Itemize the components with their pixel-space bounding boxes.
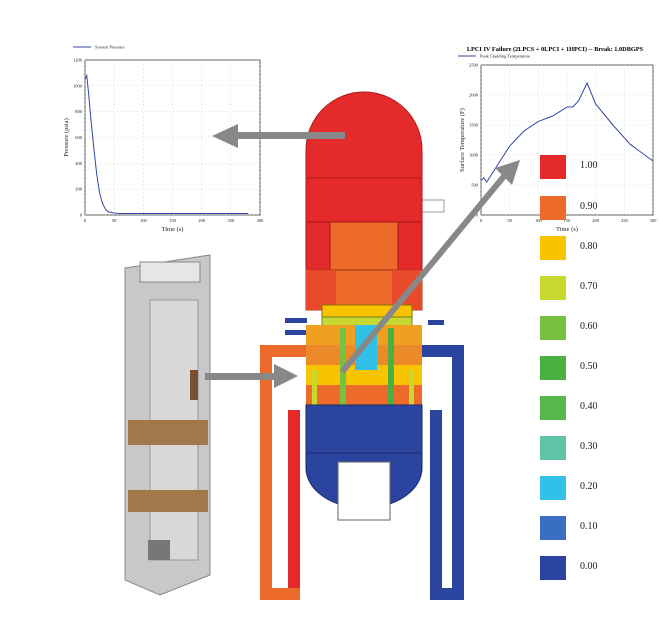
y-tick-label: 500: [471, 183, 479, 188]
legend-swatch: [540, 236, 566, 260]
x-tick-label: 250: [227, 218, 235, 223]
legend-label: 0.50: [580, 361, 598, 372]
y-axis-label: Surface Temperature (F): [459, 108, 466, 172]
legend-swatch: [540, 516, 566, 540]
legend-label: 0.60: [580, 321, 598, 332]
x-tick-label: 0: [84, 218, 87, 223]
legend-label: 1.00: [580, 160, 598, 171]
y-tick-label: 1200: [73, 58, 83, 63]
y-tick-label: 600: [75, 135, 83, 140]
legend-swatch: [540, 155, 566, 179]
legend-swatch: [540, 396, 566, 420]
arrow-from-fuel: [205, 364, 298, 388]
temperature-chart-svg: 0 50 100 150 200 250 300 0 500 1000 1500 2000 2500 Ti…: [458, 46, 658, 233]
steam-outlet: [419, 199, 445, 213]
vessel-lower-plenum: [305, 404, 423, 521]
legend-swatch: [540, 436, 566, 460]
legend-label: 0.20: [580, 481, 598, 492]
x-tick-label: 300: [257, 218, 265, 223]
arrow-to-pressure-chart: [212, 124, 345, 148]
legend-label: 0.10: [580, 521, 598, 532]
x-tick-label: 0: [480, 218, 483, 223]
x-tick-label: 250: [621, 218, 629, 223]
x-axis-label: Time (s): [556, 226, 578, 233]
x-tick-label: 200: [198, 218, 206, 223]
x-axis-label: Time (s): [162, 226, 184, 233]
x-tick-label: 150: [169, 218, 177, 223]
nozzle-left-lower: [285, 330, 307, 335]
legend-label: 0.80: [580, 241, 598, 252]
legend-label: System Pressure: [95, 45, 125, 50]
y-tick-label: 800: [75, 109, 83, 114]
recirculation-loop-left: [260, 345, 310, 600]
legend-label: Peak Cladding Temperature: [480, 54, 530, 59]
fuel-assembly-illustration: [124, 254, 211, 596]
series-line: [84, 73, 249, 214]
x-tick-label: 300: [650, 218, 658, 223]
legend-swatch: [540, 276, 566, 300]
recirculation-loop-right: [415, 345, 464, 600]
legend-label: 0.00: [580, 561, 598, 572]
y-tick-label: 0: [476, 213, 479, 218]
y-tick-label: 400: [75, 161, 83, 166]
y-tick-label: 1500: [469, 123, 479, 128]
legend-label: 0.40: [580, 401, 598, 412]
y-tick-label: 200: [75, 187, 83, 192]
y-axis-label: Pressure (psia): [63, 118, 70, 156]
y-tick-label: 0: [80, 213, 83, 218]
x-tick-label: 100: [535, 218, 543, 223]
legend-label: 0.70: [580, 281, 598, 292]
y-tick-label: 2500: [469, 63, 479, 68]
arrow-to-temperature-chart: [339, 160, 520, 374]
x-tick-label: 200: [592, 218, 600, 223]
legend-swatch: [540, 556, 566, 580]
y-tick-label: 1000: [469, 153, 479, 158]
legend-label: 0.90: [580, 201, 598, 212]
vessel-upper-region: [305, 221, 423, 311]
nozzle-left-upper: [285, 318, 307, 323]
x-tick-label: 150: [564, 218, 572, 223]
nozzle-right-upper: [428, 320, 444, 325]
legend-swatch: [540, 196, 566, 220]
chart-title: LPCI IV Failure (2LPCS + 0LPCI + 1HPCI) …: [467, 46, 644, 53]
legend-swatch: [540, 316, 566, 340]
legend-swatch: [540, 356, 566, 380]
series-line: [480, 81, 654, 183]
legend-label: 0.30: [580, 441, 598, 452]
legend-swatch: [540, 476, 566, 500]
x-tick-label: 50: [112, 218, 117, 223]
x-tick-label: 100: [140, 218, 148, 223]
vessel-upper-dome: [305, 91, 423, 224]
y-tick-label: 2000: [469, 93, 479, 98]
y-tick-label: 1000: [73, 83, 83, 88]
x-tick-label: 50: [507, 218, 512, 223]
